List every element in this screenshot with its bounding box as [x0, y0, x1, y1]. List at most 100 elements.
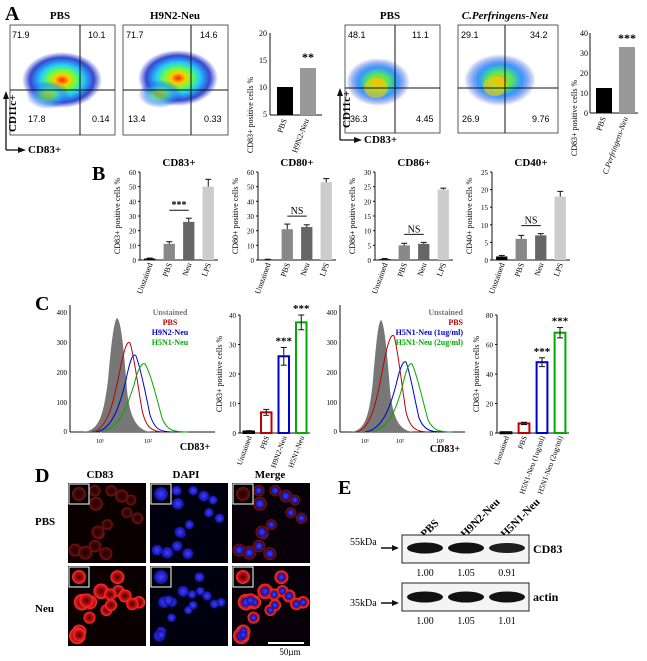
quad-ur: 11.1 [412, 30, 429, 40]
flow-title: PBS [50, 10, 70, 22]
quant-value: 1.05 [457, 616, 475, 627]
bar [300, 68, 316, 115]
quad-ur: 34.2 [530, 30, 548, 40]
y-label: CD40+ positive cells % [465, 178, 474, 255]
flow-title: PBS [380, 10, 400, 22]
category-label: Neu [299, 262, 312, 278]
significance: NS [408, 224, 421, 235]
microscopy-panel: CD83 DAPI Merge PBS Neu 50µm [35, 469, 310, 656]
panel-letter-e: E [338, 477, 351, 499]
quad-lr: 4.45 [416, 114, 434, 124]
category-label: PBS [279, 262, 292, 278]
legend-item: H5N1-Neu [152, 338, 189, 347]
category-label: LPS [318, 262, 331, 278]
tick-label: 30 [580, 49, 588, 58]
row-label: Neu [35, 603, 54, 615]
bar-chart-c1: CD83+ positive cells %010203040Unstained… [215, 303, 310, 469]
quant-value: 1.00 [416, 568, 434, 579]
quad-ul: 29.1 [461, 30, 479, 40]
bar [321, 182, 332, 260]
tick-label: 100 [57, 399, 68, 407]
category-label: Unstained [253, 262, 273, 296]
tick-label: 10 [481, 222, 489, 230]
tick-label: 10 [259, 83, 267, 92]
bar [399, 245, 410, 260]
tick-label: 200 [327, 369, 338, 377]
legend-item: H5N1-Neu (1ug/ml) [396, 328, 464, 337]
x-axis-label: CD83+ [180, 442, 210, 453]
category-label: Unstained [235, 434, 254, 466]
tick-label: 25 [481, 169, 489, 177]
mw-marker: 35kDa [350, 598, 377, 609]
quad-ul: 71.9 [12, 30, 30, 40]
legend-item: Unstained [428, 308, 463, 317]
tick-label: 50 [129, 184, 137, 192]
tick-label: 40 [247, 198, 255, 206]
category-label: PBS [595, 116, 608, 132]
panel-letter-a: A [5, 3, 20, 25]
bar-chart-cd83: CD83+CD83+ positive cells %0102030405060… [113, 157, 218, 295]
tick-label: 30 [129, 213, 137, 221]
tick-label: 60 [247, 169, 255, 177]
flow-title: H9N2-Neu [150, 10, 200, 22]
bar [164, 244, 175, 260]
tick-label: 0 [233, 430, 237, 438]
tick-label: 15 [481, 204, 489, 212]
significance: NS [525, 216, 538, 227]
panel-b-charts: CD83+ CD83+ positive cells % 0 10 20 30 40 50 60… [113, 157, 570, 295]
quad-ll: 26.9 [462, 114, 480, 124]
histogram-2: 400 300 200 100 0 Unstained PBS H5N1-Neu… [327, 305, 466, 455]
tick-label: 25 [364, 184, 372, 192]
y-label: CD83+ positive cells % [570, 80, 579, 157]
significance: *** [552, 316, 569, 328]
row-label: PBS [35, 516, 55, 528]
quant-value: 1.01 [498, 616, 516, 627]
tick-label: 60 [129, 169, 137, 177]
quad-ur: 10.1 [88, 30, 106, 40]
chart-title: CD83+ [162, 157, 195, 169]
category-label: Neu [416, 262, 429, 278]
legend-item: Unstained [153, 308, 188, 317]
bar [496, 256, 507, 260]
panel-letter-d: D [35, 465, 49, 487]
bar [516, 239, 527, 260]
tick-label: 0 [584, 109, 588, 118]
bar [438, 190, 449, 260]
y-label: CD83+ positive cells % [113, 178, 122, 255]
flow-plot-h9n2: H9N2-Neu 71.7 14.6 13.4 0.33 [123, 10, 228, 135]
bar [282, 229, 293, 260]
y-label: CD83+ positive cells % [472, 336, 481, 413]
quad-ur: 14.6 [200, 30, 218, 40]
tick-label: 300 [57, 339, 68, 347]
significance: *** [534, 346, 551, 358]
bar [183, 222, 194, 260]
tick-label: 40 [486, 371, 494, 379]
bar [418, 244, 429, 260]
category-label: Unstained [370, 262, 390, 296]
western-blot: PBS H9N2-Neu H5N1-Neu 55kDa CD83 1.00 1.… [350, 496, 562, 627]
column-header: DAPI [173, 469, 200, 481]
tick-label: 0 [485, 257, 489, 265]
bar [203, 187, 214, 260]
bar [596, 88, 612, 113]
bar [277, 87, 293, 115]
category-label: Unstained [487, 262, 507, 296]
quad-lr: 0.14 [92, 114, 110, 124]
tick-label: 5 [263, 110, 267, 119]
column-header: Merge [255, 469, 286, 481]
category-label: Unstained [135, 262, 155, 296]
tick-label: 10 [229, 401, 237, 409]
bar [555, 197, 566, 260]
lane-label: H9N2-Neu [459, 496, 503, 540]
tick-label: 0 [251, 257, 255, 265]
band [489, 592, 525, 603]
scale-bar-label: 50µm [279, 647, 300, 656]
bar-chart-cd80: CD80+CD80+ positive cells %0102030405060… [231, 157, 336, 295]
category-label: LPS [435, 262, 448, 278]
tick-label: 20 [129, 228, 137, 236]
bar [537, 362, 548, 433]
tick-label: 40 [129, 198, 137, 206]
histogram-1: 400 300 200 100 0 Unstained PBS H9N2-Neu… [57, 305, 216, 453]
tick-label: 200 [57, 369, 68, 377]
